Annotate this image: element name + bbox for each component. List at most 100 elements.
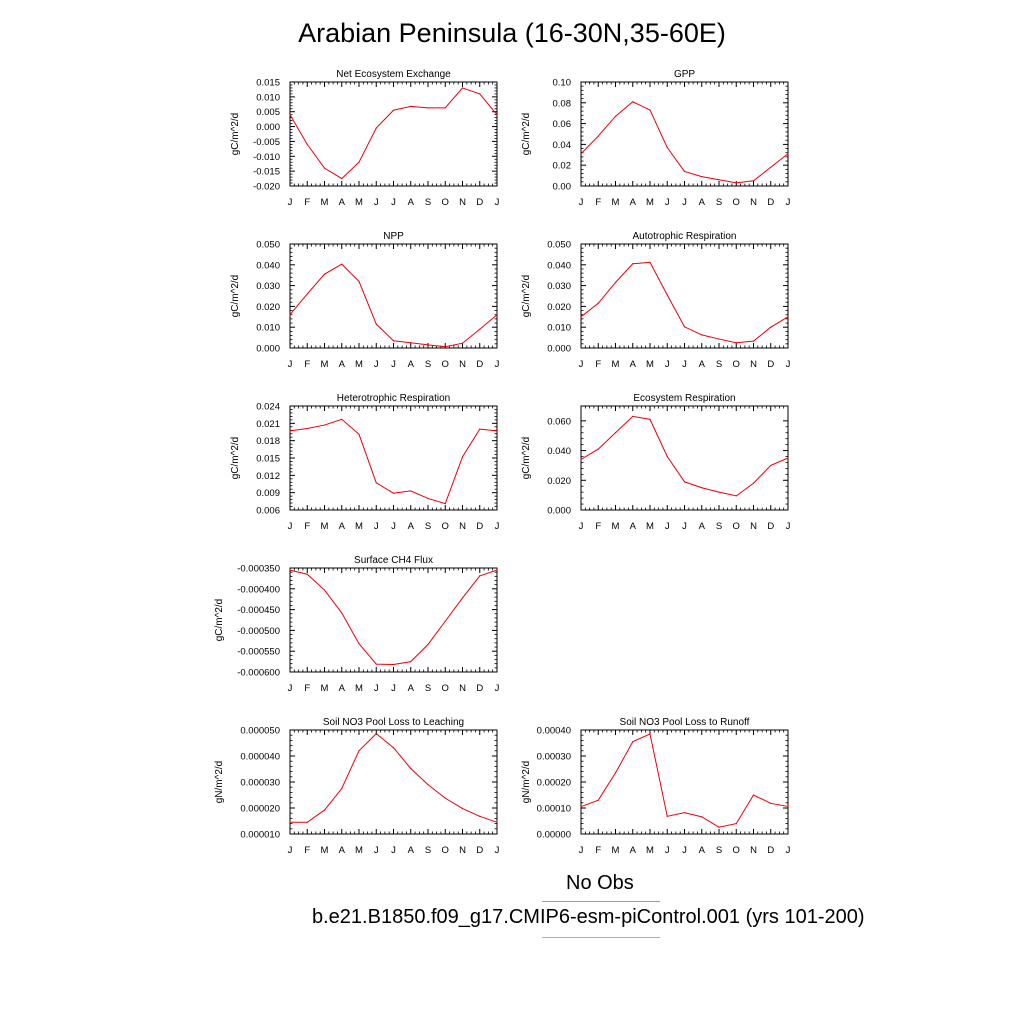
y-tick-label: -0.000500 <box>237 626 280 637</box>
data-point <box>632 415 634 417</box>
y-axis-label: gC/m^2/d <box>521 113 532 156</box>
data-point <box>358 750 360 752</box>
x-tick-label: J <box>391 521 396 532</box>
data-point <box>341 418 343 420</box>
y-tick-label: -0.000400 <box>237 584 280 595</box>
data-point <box>752 180 755 182</box>
series-line <box>580 261 789 344</box>
data-point <box>632 101 634 103</box>
data-point <box>461 87 464 89</box>
x-tick-label: A <box>699 197 706 208</box>
y-tick-label: 0.000010 <box>240 830 280 841</box>
data-point <box>427 784 429 786</box>
x-tick-label: J <box>665 845 670 856</box>
y-tick-label: 0.040 <box>547 260 571 271</box>
x-tick-label: D <box>767 359 774 370</box>
x-tick-label: F <box>595 521 601 532</box>
plot-frame <box>289 81 498 187</box>
data-point <box>701 487 703 489</box>
y-tick-label: 0.015 <box>256 454 280 465</box>
y-tick-label: 0.02 <box>553 161 572 172</box>
data-point <box>306 143 308 145</box>
x-tick-label: J <box>374 521 379 532</box>
y-tick-label: 0.020 <box>256 302 280 313</box>
x-tick-label: J <box>495 683 500 694</box>
x-tick-label: M <box>321 197 329 208</box>
data-point <box>392 663 395 666</box>
data-point <box>427 344 429 346</box>
y-axis-label: gN/m^2/d <box>521 761 532 804</box>
y-tick-label: 0.000050 <box>240 726 280 737</box>
y-tick-label: 0.04 <box>553 140 572 151</box>
y-tick-label: 0.020 <box>547 302 571 313</box>
figure-title: Arabian Peninsula (16-30N,35-60E) <box>298 18 726 48</box>
data-point <box>375 663 377 665</box>
y-tick-label: 0.00020 <box>537 778 571 789</box>
data-point <box>718 826 720 828</box>
x-tick-label: N <box>459 197 466 208</box>
data-point <box>718 179 720 181</box>
data-point <box>701 816 703 818</box>
x-tick-label: A <box>408 521 415 532</box>
y-tick-label: -0.000350 <box>237 564 280 575</box>
data-point <box>461 342 464 344</box>
y-tick-label: 0.012 <box>256 471 280 482</box>
y-tick-label: 0.024 <box>256 402 280 413</box>
x-tick-label: N <box>459 845 466 856</box>
data-point <box>683 326 686 328</box>
data-point <box>375 127 377 129</box>
x-tick-label: S <box>425 845 431 856</box>
plot-frame <box>289 405 498 511</box>
data-point <box>597 799 599 801</box>
x-tick-label: J <box>374 845 379 856</box>
x-tick-label: F <box>304 845 310 856</box>
data-point <box>341 263 343 265</box>
data-point <box>375 482 377 484</box>
data-point <box>770 464 772 467</box>
data-point <box>392 747 395 749</box>
x-tick-label: M <box>321 359 329 370</box>
data-point <box>341 177 343 180</box>
x-tick-label: J <box>665 197 670 208</box>
data-point <box>666 146 668 149</box>
data-point <box>392 340 395 342</box>
data-point <box>479 815 481 817</box>
x-tick-label: A <box>339 683 346 694</box>
x-tick-label: J <box>682 845 687 856</box>
y-tick-label: 0.00 <box>553 182 572 193</box>
data-point <box>323 589 326 591</box>
x-tick-label: J <box>786 197 791 208</box>
x-tick-label: J <box>288 359 293 370</box>
data-point <box>306 293 308 295</box>
y-tick-label: 0.021 <box>256 419 280 430</box>
data-point <box>649 733 651 735</box>
panel-title: Surface CH4 Flux <box>354 555 433 566</box>
data-point <box>323 273 326 275</box>
y-tick-label: 0.00000 <box>537 830 571 841</box>
data-point <box>632 263 634 265</box>
y-tick-label: -0.000450 <box>237 605 280 616</box>
data-point <box>580 806 582 808</box>
legend-obs-label: No Obs <box>566 872 634 894</box>
y-tick-label: 0.050 <box>256 240 280 251</box>
data-point <box>649 261 651 263</box>
plot-frame <box>289 567 498 673</box>
data-point <box>323 167 326 169</box>
y-tick-label: 0.000040 <box>240 752 280 763</box>
data-point <box>479 575 481 577</box>
x-tick-label: O <box>442 521 449 532</box>
x-tick-label: O <box>733 521 740 532</box>
data-point <box>289 430 291 432</box>
x-tick-label: J <box>391 197 396 208</box>
data-point <box>597 448 599 450</box>
x-tick-label: J <box>374 683 379 694</box>
x-tick-label: A <box>699 521 706 532</box>
data-point <box>289 114 291 116</box>
x-tick-label: J <box>579 359 584 370</box>
legend-case-line <box>542 937 660 938</box>
data-point <box>461 597 464 599</box>
